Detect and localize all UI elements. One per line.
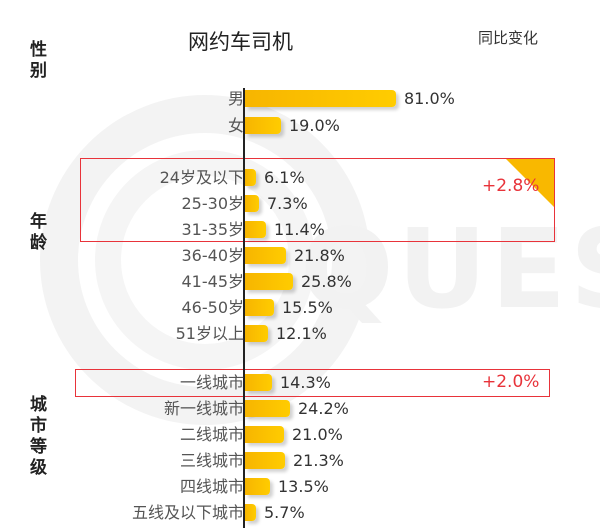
bar xyxy=(245,221,266,238)
highlight-box-city xyxy=(75,369,550,397)
bar xyxy=(245,117,281,134)
bar xyxy=(245,299,274,316)
category-label: 女 xyxy=(227,116,244,135)
section-label-city: 城市等级 xyxy=(30,395,47,478)
bar-row: 25-30岁 7.3% xyxy=(0,191,600,217)
category-label: 24岁及以下 xyxy=(159,168,244,187)
value-label: 25.8% xyxy=(301,272,352,291)
value-label: 11.4% xyxy=(274,220,325,239)
category-axis xyxy=(243,88,245,528)
bar-row: 24岁及以下 6.1% xyxy=(0,165,600,191)
bar xyxy=(245,374,272,391)
category-label: 新一线城市 xyxy=(163,399,244,418)
bar xyxy=(245,90,396,107)
yoy-change-age: +2.8% xyxy=(482,176,540,196)
corner-triangle-icon xyxy=(506,159,554,207)
bar-row: 36-40岁 21.8% xyxy=(0,243,600,269)
bar xyxy=(245,452,285,469)
value-label: 21.0% xyxy=(292,425,343,444)
bar-row: 新一线城市 24.2% xyxy=(0,396,600,422)
bar-row: 二线城市 21.0% xyxy=(0,422,600,448)
watermark-text: QUES xyxy=(300,205,600,333)
bar-row: 四线城市 13.5% xyxy=(0,474,600,500)
chart-title: 网约车司机 xyxy=(188,30,293,54)
bar-row: 31-35岁 11.4% xyxy=(0,217,600,243)
value-label: 5.7% xyxy=(264,503,305,522)
bar xyxy=(245,195,259,212)
category-label: 一线城市 xyxy=(179,373,244,392)
bar xyxy=(245,400,290,417)
value-label: 14.3% xyxy=(280,373,331,392)
category-label: 三线城市 xyxy=(179,451,244,470)
bar xyxy=(245,247,286,264)
value-label: 7.3% xyxy=(267,194,308,213)
bar xyxy=(245,273,293,290)
bar xyxy=(245,426,284,443)
bar-row: 51岁以上 12.1% xyxy=(0,321,600,347)
category-label: 41-45岁 xyxy=(181,272,245,291)
category-label: 二线城市 xyxy=(179,425,244,444)
value-label: 81.0% xyxy=(404,89,455,108)
value-label: 24.2% xyxy=(298,399,349,418)
value-label: 13.5% xyxy=(278,477,329,496)
yoy-change-city: +2.0% xyxy=(482,372,540,392)
bar xyxy=(245,504,256,521)
bar-row: 五线及以下城市 5.7% xyxy=(0,500,600,526)
section-label-age: 年龄 xyxy=(30,212,47,253)
category-label: 男 xyxy=(227,89,244,108)
bar-row: 46-50岁 15.5% xyxy=(0,295,600,321)
bar xyxy=(245,169,256,186)
bar-row: 三线城市 21.3% xyxy=(0,448,600,474)
value-label: 21.8% xyxy=(294,246,345,265)
value-label: 6.1% xyxy=(264,168,305,187)
value-label: 15.5% xyxy=(282,298,333,317)
value-label: 19.0% xyxy=(289,116,340,135)
category-label: 31-35岁 xyxy=(181,220,245,239)
value-label: 12.1% xyxy=(276,324,327,343)
bar xyxy=(245,325,268,342)
value-label: 21.3% xyxy=(293,451,344,470)
bar-row: 男 81.0% xyxy=(0,86,600,112)
category-label: 51岁以上 xyxy=(175,324,244,343)
yoy-column-header: 同比变化 xyxy=(478,29,539,47)
bar-row: 女 19.0% xyxy=(0,113,600,139)
category-label: 五线及以下城市 xyxy=(131,503,244,522)
bar-row: 一线城市 14.3% xyxy=(0,370,600,396)
category-label: 四线城市 xyxy=(179,477,244,496)
section-label-gender: 性别 xyxy=(30,40,47,81)
bar xyxy=(245,478,270,495)
category-label: 46-50岁 xyxy=(181,298,245,317)
bar-row: 41-45岁 25.8% xyxy=(0,269,600,295)
highlight-box-age xyxy=(80,158,555,242)
category-label: 25-30岁 xyxy=(181,194,245,213)
category-label: 36-40岁 xyxy=(181,246,245,265)
